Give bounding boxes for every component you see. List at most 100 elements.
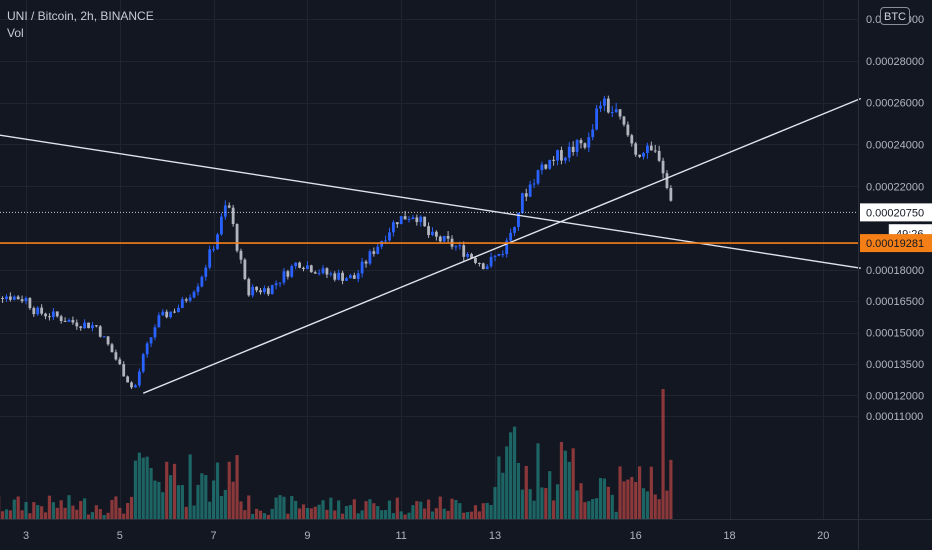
volume-bar — [415, 501, 419, 519]
volume-bar — [552, 500, 556, 519]
candle-body — [524, 193, 528, 197]
volume-bar — [86, 514, 91, 519]
volume-bar — [282, 496, 286, 519]
candle-body — [563, 157, 567, 161]
volume-bar — [630, 477, 634, 519]
volume-bar — [286, 513, 290, 519]
volume-bar — [94, 505, 98, 519]
candle-body — [595, 108, 599, 130]
volume-bar — [591, 499, 595, 519]
ascending-trendline[interactable] — [142, 97, 862, 394]
volume-bar — [106, 512, 110, 519]
candle-body — [653, 150, 657, 152]
volume-bar — [512, 426, 517, 519]
candle-body — [626, 124, 630, 136]
volume-bar — [262, 513, 267, 519]
price-badges: 0.0002075049:260.00019281 — [860, 203, 932, 253]
volume-bar — [75, 509, 79, 519]
candle-body — [606, 98, 610, 113]
candle-body — [79, 326, 83, 329]
volume-bar — [544, 488, 548, 519]
volume-bar — [364, 501, 368, 519]
volume-bar — [657, 499, 661, 519]
candle-body — [642, 152, 645, 157]
candle-body — [20, 299, 24, 302]
candle-body — [208, 249, 212, 268]
volume-bar — [653, 494, 657, 519]
volume-bar — [563, 450, 567, 519]
volume-bar — [40, 506, 44, 519]
volume-bar — [462, 512, 466, 519]
candle-body — [345, 278, 348, 281]
candle-body — [509, 232, 513, 241]
volume-bar — [481, 503, 485, 519]
candle-body — [255, 286, 258, 291]
candle-body — [325, 268, 329, 275]
candle-body — [661, 160, 665, 174]
volume-bar — [458, 503, 462, 519]
time-tick-label: 3 — [23, 530, 29, 542]
candle-body — [372, 251, 376, 254]
volume-bar — [63, 507, 67, 519]
currency-badge[interactable]: BTC — [880, 7, 910, 25]
volume-bar — [114, 496, 118, 519]
candle-body — [391, 222, 395, 233]
volume-indicator-label[interactable]: Vol — [7, 26, 24, 40]
candle-body — [1, 298, 4, 300]
candle-body — [16, 296, 20, 300]
volume-bar — [141, 457, 145, 519]
candle-body — [517, 212, 520, 227]
volume-bar — [297, 508, 302, 519]
volume-bar — [649, 466, 653, 519]
volume-bar — [469, 511, 474, 519]
volume-bar — [509, 432, 513, 519]
volume-bar — [454, 499, 458, 519]
level-price-label: 0.00019281 — [866, 238, 924, 250]
volume-bar — [376, 506, 380, 519]
time-tick-label: 16 — [630, 530, 642, 542]
candle-body — [548, 159, 552, 169]
volume-bar — [505, 446, 509, 519]
last-price-badge — [860, 203, 932, 222]
candle-body — [411, 217, 415, 220]
volume-bar — [575, 490, 579, 519]
candle-body — [395, 222, 399, 225]
candle-body — [575, 140, 579, 152]
last-price-label: 0.00020750 — [866, 207, 924, 219]
volume-bar — [102, 514, 106, 519]
price-tick-label: 0.00026000 — [866, 98, 924, 110]
volume-bar — [219, 496, 224, 519]
price-tick-label: 0.00012000 — [866, 390, 924, 402]
candle-body — [567, 146, 571, 158]
candle-body — [438, 236, 442, 242]
volume-bar — [98, 509, 102, 519]
candle-body — [67, 319, 71, 322]
candle-body — [630, 135, 634, 144]
descending-trendline[interactable] — [0, 132, 861, 269]
volume-bar — [215, 462, 220, 519]
candle-body — [587, 137, 591, 148]
candle-body — [8, 296, 12, 300]
trend-drawings[interactable] — [0, 97, 862, 394]
candle-body — [618, 109, 622, 117]
volume-bar — [524, 465, 528, 519]
candle-body — [40, 307, 44, 314]
volume-bar — [356, 513, 360, 519]
volume-bar — [340, 513, 345, 519]
candle-body — [403, 216, 407, 220]
volume-bar — [208, 501, 212, 519]
candle-body — [231, 207, 235, 225]
volume-bar — [493, 487, 497, 519]
symbol-title[interactable]: UNI / Bitcoin, 2h, BINANCE — [7, 9, 154, 23]
candle-body — [493, 255, 497, 257]
candle-body — [137, 371, 141, 386]
candle-body — [91, 325, 94, 329]
candle-body — [419, 216, 423, 223]
candlesticks — [0, 95, 673, 390]
volume-bar — [403, 514, 407, 519]
time-tick-label: 7 — [211, 530, 217, 542]
candle-body — [384, 240, 387, 242]
volume-bar — [489, 504, 493, 519]
candle-body — [470, 254, 473, 258]
